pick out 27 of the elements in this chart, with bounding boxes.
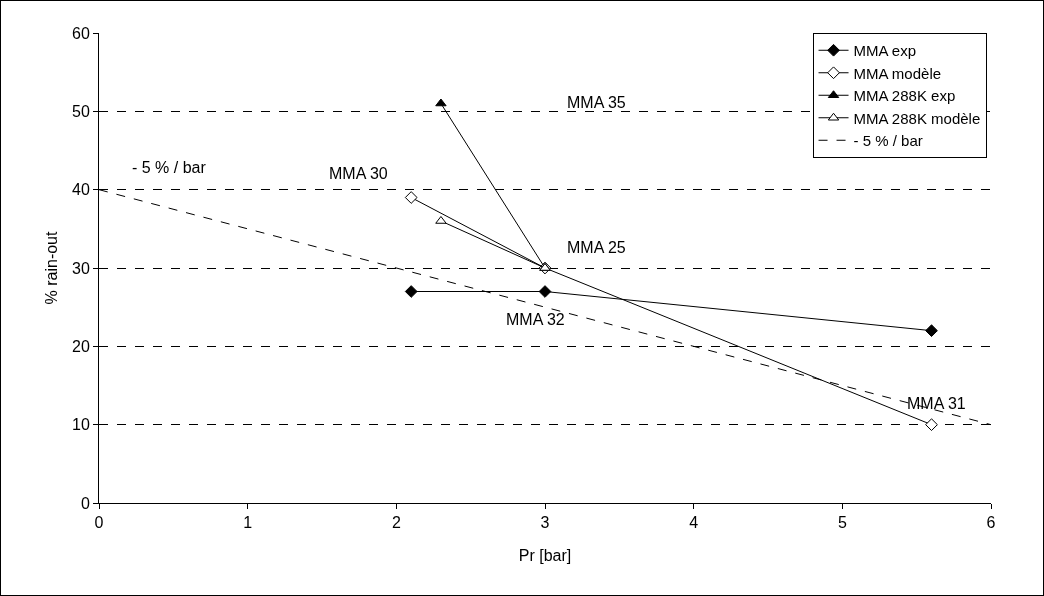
legend-label: MMA modèle [853,64,942,82]
x-tick-label: 3 [540,514,550,532]
annotation: - 5 % / bar [132,159,207,176]
x-tick-label: 5 [837,514,847,532]
y-axis-title: % rain-out [43,230,60,305]
x-tick-label: 1 [243,514,253,532]
y-tick-label: 40 [72,181,90,199]
annotation: MMA 32 [506,311,565,328]
y-tick-label: 30 [72,259,90,277]
y-tick-label: 50 [72,102,90,120]
y-tick-label: 20 [72,337,90,355]
x-tick-label: 2 [391,514,401,532]
y-tick-label: 0 [80,494,90,512]
annotation: MMA 25 [567,239,626,256]
y-tick-label: 60 [72,24,90,42]
legend-label: MMA exp [853,42,917,60]
x-tick-label: 6 [986,514,996,532]
x-tick-label: 0 [94,514,104,532]
legend-label: - 5 % / bar [853,132,923,150]
annotation: MMA 30 [329,165,388,182]
y-tick-label: 10 [72,416,90,434]
annotation: MMA 31 [907,395,966,412]
annotation: MMA 35 [567,94,626,111]
x-tick-label: 4 [689,514,699,532]
legend-label: MMA 288K modèle [853,109,981,127]
x-axis-title: Pr [bar] [518,547,572,564]
legend-label: MMA 288K exp [853,87,956,105]
